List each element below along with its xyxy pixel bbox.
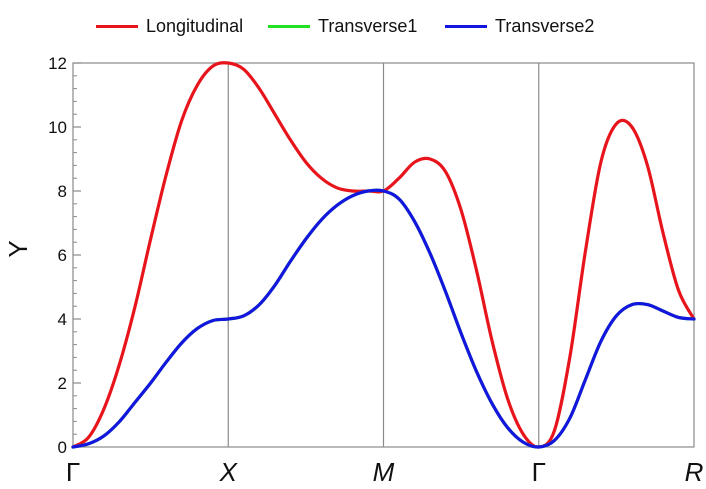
legend-item-transverse2: Transverse2 <box>445 12 594 40</box>
legend-label-transverse2: Transverse2 <box>495 15 595 36</box>
y-tick-label-6: 12 <box>48 54 67 73</box>
x-tick-label-2: M <box>373 457 395 487</box>
y-tick-label-5: 10 <box>48 118 67 137</box>
y-tick-label-0: 0 <box>58 438 67 457</box>
x-tick-label-1: X <box>219 457 239 487</box>
legend-swatch-transverse2 <box>445 24 487 28</box>
legend-label-longitudinal: Longitudinal <box>146 15 244 36</box>
y-tick-label-2: 4 <box>58 310 67 329</box>
x-tick-label-0: Γ <box>66 457 80 487</box>
legend-label-transverse1: Transverse1 <box>318 15 418 36</box>
y-axis-label: Y <box>3 240 33 257</box>
series-line-longitudinal <box>71 61 696 449</box>
legend-swatch-longitudinal <box>96 24 138 28</box>
legend-item-transverse1: Transverse1 <box>268 12 417 40</box>
x-tick-label-3: Γ <box>532 457 546 487</box>
series-lines <box>71 61 696 449</box>
y-tick-label-4: 8 <box>58 182 67 201</box>
series-line-transverse2 <box>71 188 696 449</box>
legend-item-longitudinal: Longitudinal <box>96 12 243 40</box>
y-tick-label-1: 2 <box>58 374 67 393</box>
y-axis-ticks: 0 2 4 6 8 10 12 <box>48 54 81 457</box>
x-tick-label-4: R <box>685 457 704 487</box>
legend-swatch-transverse1 <box>268 24 310 28</box>
y-tick-label-3: 6 <box>58 246 67 265</box>
vertical-gridlines <box>227 63 540 447</box>
legend: Longitudinal Transverse1 Transverse2 <box>0 12 706 40</box>
